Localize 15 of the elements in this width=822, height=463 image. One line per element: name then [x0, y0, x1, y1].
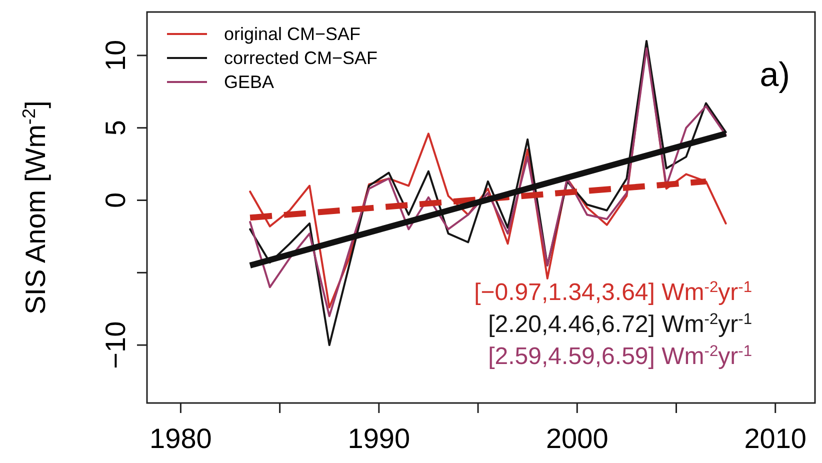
annotation: a) [760, 56, 790, 94]
y-tick-label: 5 [100, 120, 131, 136]
y-tick-label: 0 [100, 192, 131, 208]
x-tick-label: 1980 [150, 423, 212, 454]
x-tick-label: 2000 [546, 423, 608, 454]
annotation: [2.20,4.46,6.72] Wm$^{-2}$yr$^{-1}$ [488, 310, 752, 338]
legend-label: corrected CM−SAF [224, 48, 378, 68]
y-tick-label: 10 [100, 40, 131, 72]
annotation: [−0.97,1.34,3.64] Wm$^{-2}$yr$^{-1}$ [474, 278, 752, 306]
annotation: [2.59,4.59,6.59] Wm$^{-2}$yr$^{-1}$ [488, 342, 752, 370]
x-tick-label: 2010 [744, 423, 807, 454]
x-tick-label: 1990 [348, 423, 410, 454]
legend-label: GEBA [224, 72, 274, 92]
y-tick-label: −10 [100, 321, 131, 369]
legend-label: original CM−SAF [224, 24, 361, 44]
